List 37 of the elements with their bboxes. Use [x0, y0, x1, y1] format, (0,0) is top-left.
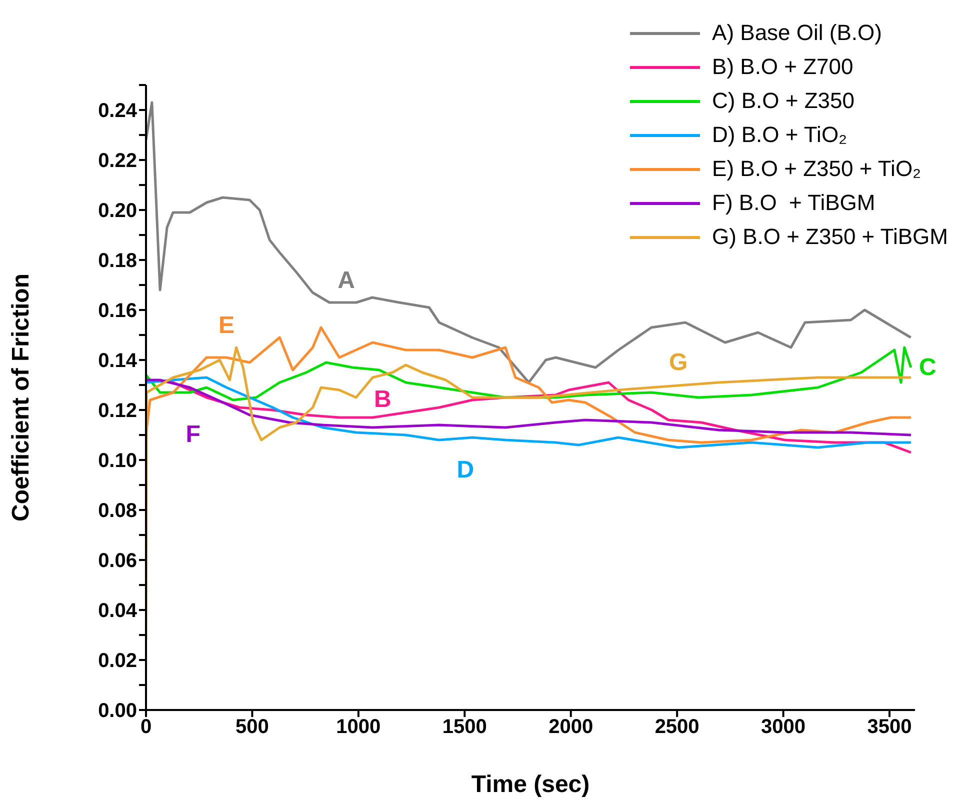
x-tick-label: 2000 [548, 716, 594, 738]
x-tick-label: 500 [236, 716, 269, 738]
y-axis-title: Coefficient of Friction [8, 274, 35, 522]
y-tick-label: 0.20 [98, 200, 137, 222]
y-tick-label: 0.04 [98, 600, 138, 622]
legend-label: G) B.O + Z350 + TiBGM [712, 224, 948, 250]
x-tick-label: 1500 [442, 716, 487, 738]
x-tick-label: 0 [140, 716, 152, 738]
annotation: B [374, 386, 392, 413]
x-axis-title: Time (sec) [471, 771, 590, 798]
y-tick-label: 0.16 [98, 300, 137, 322]
legend-label: C) B.O + Z350 [712, 88, 854, 114]
y-tick-label: 0.02 [98, 650, 137, 672]
x-tick-label: 1000 [336, 716, 381, 738]
y-tick-label: 0.14 [98, 350, 138, 372]
annotation: G [668, 349, 688, 376]
y-tick-label: 0.06 [98, 550, 137, 572]
x-tick-label: 2500 [654, 716, 700, 738]
y-tick-label: 0.12 [98, 400, 137, 422]
legend-label: D) B.O + TiO₂ [712, 122, 848, 148]
y-tick-label: 0.08 [98, 500, 137, 522]
annotation: F [186, 421, 200, 448]
y-tick-label: 0.10 [98, 450, 137, 472]
y-tick-label: 0.18 [98, 250, 137, 272]
y-tick-label: 0.22 [98, 150, 137, 172]
legend-label: B) B.O + Z700 [712, 54, 854, 80]
y-tick-label: 0.24 [98, 100, 138, 122]
x-tick-label: 3500 [867, 716, 912, 738]
legend-label: E) B.O + Z350 + TiO₂ [712, 156, 922, 182]
legend-label: A) Base Oil (B.O) [712, 20, 882, 46]
legend-label: F) B.O + TiBGM [712, 190, 876, 216]
annotation: D [456, 456, 474, 484]
y-tick-label: 0.00 [98, 700, 137, 722]
x-tick-label: 3000 [761, 716, 806, 738]
annotation: A [338, 267, 355, 294]
annotation: C [918, 354, 936, 381]
annotation: E [218, 312, 235, 339]
